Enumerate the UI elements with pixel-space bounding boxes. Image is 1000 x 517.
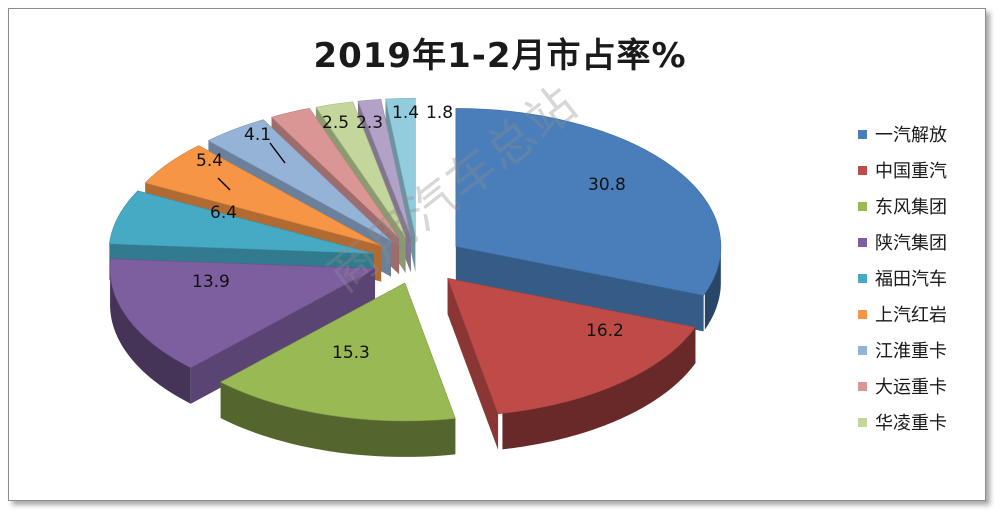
slice-top — [207, 119, 392, 241]
legend-item: 东风集团 — [858, 188, 983, 224]
legend-item: 江淮重卡 — [858, 332, 983, 368]
leader-line — [269, 142, 286, 164]
data-label-2: 15.3 — [332, 343, 370, 363]
pie-slice-0 — [455, 108, 722, 332]
pie-slices — [109, 97, 722, 457]
slice-top — [447, 277, 696, 415]
legend-item: 大运重卡 — [858, 368, 983, 404]
legend-swatch — [858, 309, 867, 319]
legend-label: 上汽红岩 — [875, 305, 947, 326]
slice-top — [144, 145, 382, 246]
legend-label: 江淮重卡 — [875, 341, 947, 362]
legend-swatch — [858, 345, 867, 355]
data-label-3: 13.9 — [192, 272, 230, 292]
data-label-4: 6.4 — [210, 203, 237, 223]
slice-outer-wall — [704, 244, 721, 330]
data-label-6: 4.1 — [244, 125, 271, 145]
legend-swatch — [858, 237, 867, 247]
legend-label: 大运重卡 — [875, 377, 947, 398]
data-label-1: 16.2 — [586, 321, 624, 341]
legend-swatch — [858, 273, 867, 283]
legend-label: 东风集团 — [875, 197, 947, 218]
legend-item: 华凌重卡 — [858, 404, 983, 440]
legend-label: 陕汽集团 — [875, 233, 947, 254]
slice-top — [219, 282, 456, 422]
slice-outer-wall — [502, 327, 696, 450]
data-label-9: 1.4 — [392, 103, 419, 123]
chart-title: 2019年1-2月市占率% — [313, 36, 687, 76]
data-label-8: 2.3 — [356, 113, 383, 133]
slice-outer-wall — [110, 266, 191, 404]
slice-outer-wall — [220, 382, 456, 457]
slice-top — [109, 190, 374, 254]
legend: 一汽解放中国重汽东风集团陕汽集团福田汽车上汽红岩江淮重卡大运重卡华凌重卡 — [858, 116, 983, 440]
data-labels: 30.8 16.2 15.3 13.9 6.4 5.4 4.1 2.5 2.3 1.4 1.8 — [192, 103, 626, 363]
legend-swatch — [858, 381, 867, 391]
slice-top — [385, 97, 416, 237]
legend-label: 福田汽车 — [875, 269, 947, 290]
legend-label: 一汽解放 — [875, 125, 947, 146]
data-label-5: 5.4 — [196, 151, 223, 171]
slice-wall — [447, 278, 499, 450]
legend-swatch — [858, 417, 867, 427]
data-label-0: 30.8 — [588, 175, 626, 195]
legend-label: 华凌重卡 — [875, 413, 947, 434]
legend-swatch — [858, 165, 867, 175]
slice-top — [270, 108, 400, 239]
pie-slice-2 — [219, 282, 456, 457]
data-label-7: 2.5 — [322, 113, 349, 133]
legend-label: 中国重汽 — [875, 161, 947, 182]
legend-item: 中国重汽 — [858, 152, 983, 188]
leader-line — [217, 177, 231, 191]
slice-top — [357, 98, 412, 237]
data-label-10: 1.8 — [426, 103, 453, 123]
slice-top — [455, 108, 722, 296]
pie-slice-1 — [447, 277, 696, 450]
legend-swatch — [858, 129, 867, 139]
legend-swatch — [858, 201, 867, 211]
pie-slice-3 — [109, 258, 377, 404]
legend-item: 福田汽车 — [858, 260, 983, 296]
slice-top — [315, 101, 406, 238]
slice-top — [109, 258, 377, 369]
legend-item: 陕汽集团 — [858, 224, 983, 260]
legend-item: 上汽红岩 — [858, 296, 983, 332]
slice-wall — [455, 246, 704, 332]
legend-item: 一汽解放 — [858, 116, 983, 152]
